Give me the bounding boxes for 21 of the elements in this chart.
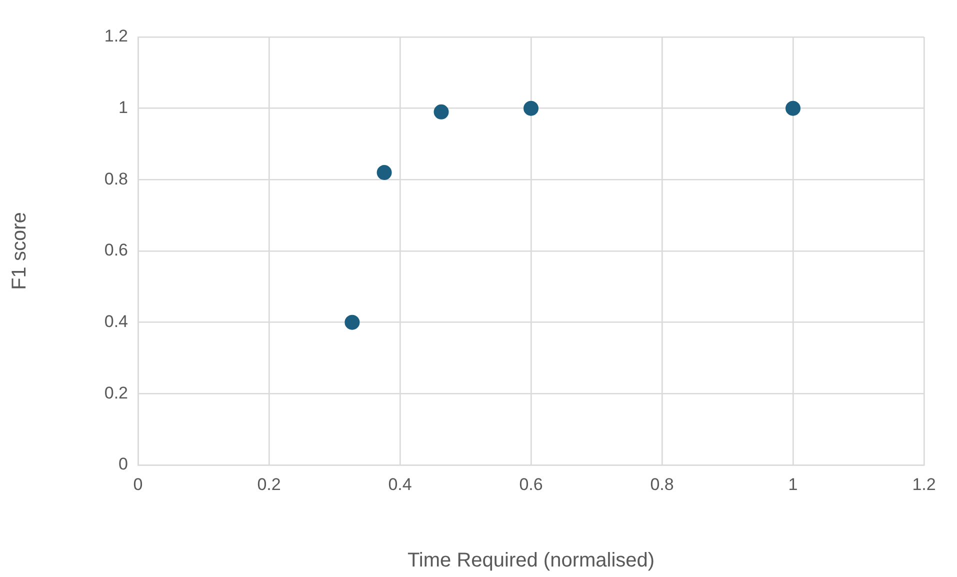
- y-tick-label: 1.2: [104, 26, 128, 46]
- x-axis-title: Time Required (normalised): [407, 550, 655, 572]
- y-tick-label: 0.4: [104, 312, 128, 332]
- x-tick-label: 0.4: [388, 474, 412, 494]
- y-tick-label: 0: [118, 454, 128, 474]
- x-tick-label: 0: [133, 474, 143, 494]
- y-tick-label: 1: [118, 98, 128, 118]
- point: [524, 100, 538, 116]
- x-tick-label: 0.6: [519, 474, 543, 494]
- point: [376, 165, 392, 180]
- y-tick-label: 0.8: [104, 169, 128, 188]
- point: [786, 100, 800, 116]
- x-tick-label: 0.2: [257, 474, 281, 494]
- point: [344, 314, 360, 330]
- y-tick-label: 0.2: [104, 383, 128, 402]
- x-tick-label: 0.8: [650, 474, 674, 494]
- y-axis-title: F1 score: [8, 212, 31, 290]
- y-tick-label: 0.6: [104, 240, 128, 260]
- point: [434, 104, 449, 120]
- x-tick-label: 1: [788, 474, 798, 494]
- x-tick-label: 1.2: [912, 474, 936, 494]
